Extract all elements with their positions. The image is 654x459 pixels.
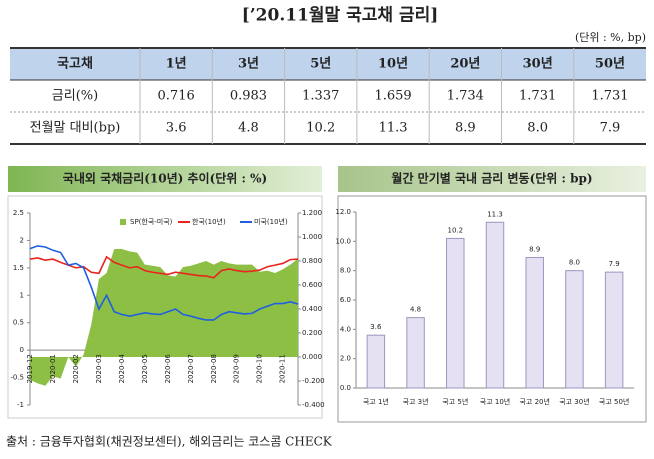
y2-tick-label: -0.400 — [302, 401, 325, 409]
table-header-bg — [10, 48, 646, 80]
x-tick-label: 2020-06 — [164, 354, 172, 384]
legend-label: SP(한국-미국) — [130, 217, 173, 226]
x-tick-label: 국고 3년 — [403, 397, 429, 406]
x-tick-label: 국고 30년 — [559, 397, 589, 406]
y-tick-label: 0.0 — [340, 384, 351, 392]
x-tick-label: 2020-09 — [233, 354, 241, 383]
chart-title-bar — [8, 166, 322, 192]
bar — [406, 317, 425, 389]
chart-title: 국내외 국채금리(10년) 추이(단위 : %) — [63, 171, 267, 186]
y-tick-label: 6.0 — [340, 296, 351, 304]
table-cell: 3.6 — [166, 121, 187, 136]
table-cell: 0.716 — [158, 89, 195, 104]
y-tick-label: 2.0 — [340, 355, 351, 363]
table-cell: 1.731 — [591, 89, 628, 104]
area — [30, 249, 298, 386]
source: 출처 : 금융투자협회(채권정보센터), 해외금리는 코스콤 CHECK — [6, 435, 333, 449]
x-tick-label: 2020-07 — [187, 354, 195, 383]
table-cell: 7.9 — [600, 121, 621, 136]
x-tick-label: 2020-03 — [95, 354, 103, 383]
x-tick-label: 국고 50년 — [599, 397, 629, 406]
y-tick-label: -1 — [17, 401, 24, 409]
table-cell: 1.337 — [302, 89, 339, 104]
y2-tick-label: 0.600 — [302, 281, 322, 289]
x-tick-label: 2020-05 — [141, 354, 149, 383]
x-tick-label: 국고 20년 — [519, 397, 549, 406]
table-header: 20년 — [450, 57, 480, 72]
table-cell: 1.734 — [447, 89, 484, 104]
y2-tick-label: 0.800 — [302, 257, 322, 265]
chart-title-bar — [338, 166, 646, 192]
x-tick-label: 2020-01 — [49, 354, 57, 383]
bar — [366, 334, 386, 389]
y-tick-label: 4.0 — [340, 325, 351, 333]
table-header: 10년 — [378, 57, 408, 72]
data-label: 4.8 — [410, 306, 421, 314]
table-cell: 8.0 — [527, 121, 548, 136]
y2-tick-label: 0.400 — [302, 305, 322, 313]
y-tick-label: 1 — [20, 291, 24, 299]
y2-tick-label: 0.200 — [302, 329, 322, 337]
y-tick-label: 8.0 — [340, 267, 351, 275]
y2-tick-label: -0.200 — [302, 377, 325, 385]
table-header: 50년 — [595, 57, 625, 72]
y2-tick-label: 0.000 — [302, 353, 322, 361]
data-label: 8.9 — [529, 245, 540, 253]
legend-label: 미국(10년) — [254, 217, 288, 226]
table-cell: 금리(%) — [52, 89, 98, 104]
table-cell: 11.3 — [379, 121, 408, 136]
x-tick-label: 2020-11 — [279, 354, 287, 383]
x-tick-label: 2019-12 — [26, 354, 34, 383]
table-header: 30년 — [523, 57, 553, 72]
y-tick-label: 12.0 — [335, 208, 351, 216]
table-cell: 1.731 — [519, 89, 556, 104]
table-header: 3년 — [238, 57, 259, 72]
table-cell: 10.2 — [306, 121, 335, 136]
legend-label: 한국(10년) — [192, 217, 226, 226]
y-tick-label: 2 — [20, 236, 24, 244]
x-tick-label: 국고 5년 — [442, 397, 468, 406]
x-tick-label: 국고 1년 — [363, 397, 389, 406]
table-cell: 8.9 — [455, 121, 476, 136]
legend-swatch — [120, 219, 126, 225]
table-cell: 1.659 — [374, 89, 411, 104]
bar — [485, 221, 505, 389]
bar — [604, 271, 624, 389]
x-tick-label: 2020-02 — [72, 354, 80, 383]
y-tick-label: 0.5 — [13, 319, 24, 327]
x-tick-label: 2020-08 — [210, 354, 218, 383]
table-cell: 전월말 대비(bp) — [30, 121, 121, 136]
y2-tick-label: 1.000 — [302, 233, 322, 241]
unit: (단위 : %, bp) — [575, 31, 646, 44]
data-label: 3.6 — [370, 323, 382, 331]
table-header: 5년 — [310, 57, 331, 72]
line — [29, 245, 299, 321]
x-tick-label: 2020-10 — [256, 354, 264, 383]
y2-tick-label: 1.200 — [302, 209, 322, 217]
table-cell: 4.8 — [238, 121, 259, 136]
data-label: 11.3 — [487, 210, 503, 218]
y-tick-label: -0.5 — [10, 374, 24, 382]
data-label: 7.9 — [609, 260, 620, 268]
data-label: 10.2 — [447, 226, 463, 234]
data-label: 8.0 — [569, 259, 580, 267]
y-tick-label: 10.0 — [335, 237, 351, 245]
x-tick-label: 국고 10년 — [480, 397, 510, 406]
table-header: 1년 — [166, 57, 187, 72]
y-tick-label: 1.5 — [13, 264, 24, 272]
x-tick-label: 2020-04 — [118, 354, 126, 384]
chart-title: 월간 만기별 국내 금리 변동(단위 : bp) — [391, 171, 592, 186]
bar — [565, 270, 584, 389]
bar — [446, 237, 465, 389]
table-header: 국고채 — [57, 57, 93, 72]
bar — [525, 256, 544, 389]
doc-title: [’20.11월말 국고채 금리] — [242, 5, 439, 26]
table-cell: 0.983 — [230, 89, 267, 104]
line — [29, 255, 299, 279]
y-tick-label: 0 — [20, 346, 24, 354]
y-tick-label: 2.5 — [13, 209, 24, 217]
